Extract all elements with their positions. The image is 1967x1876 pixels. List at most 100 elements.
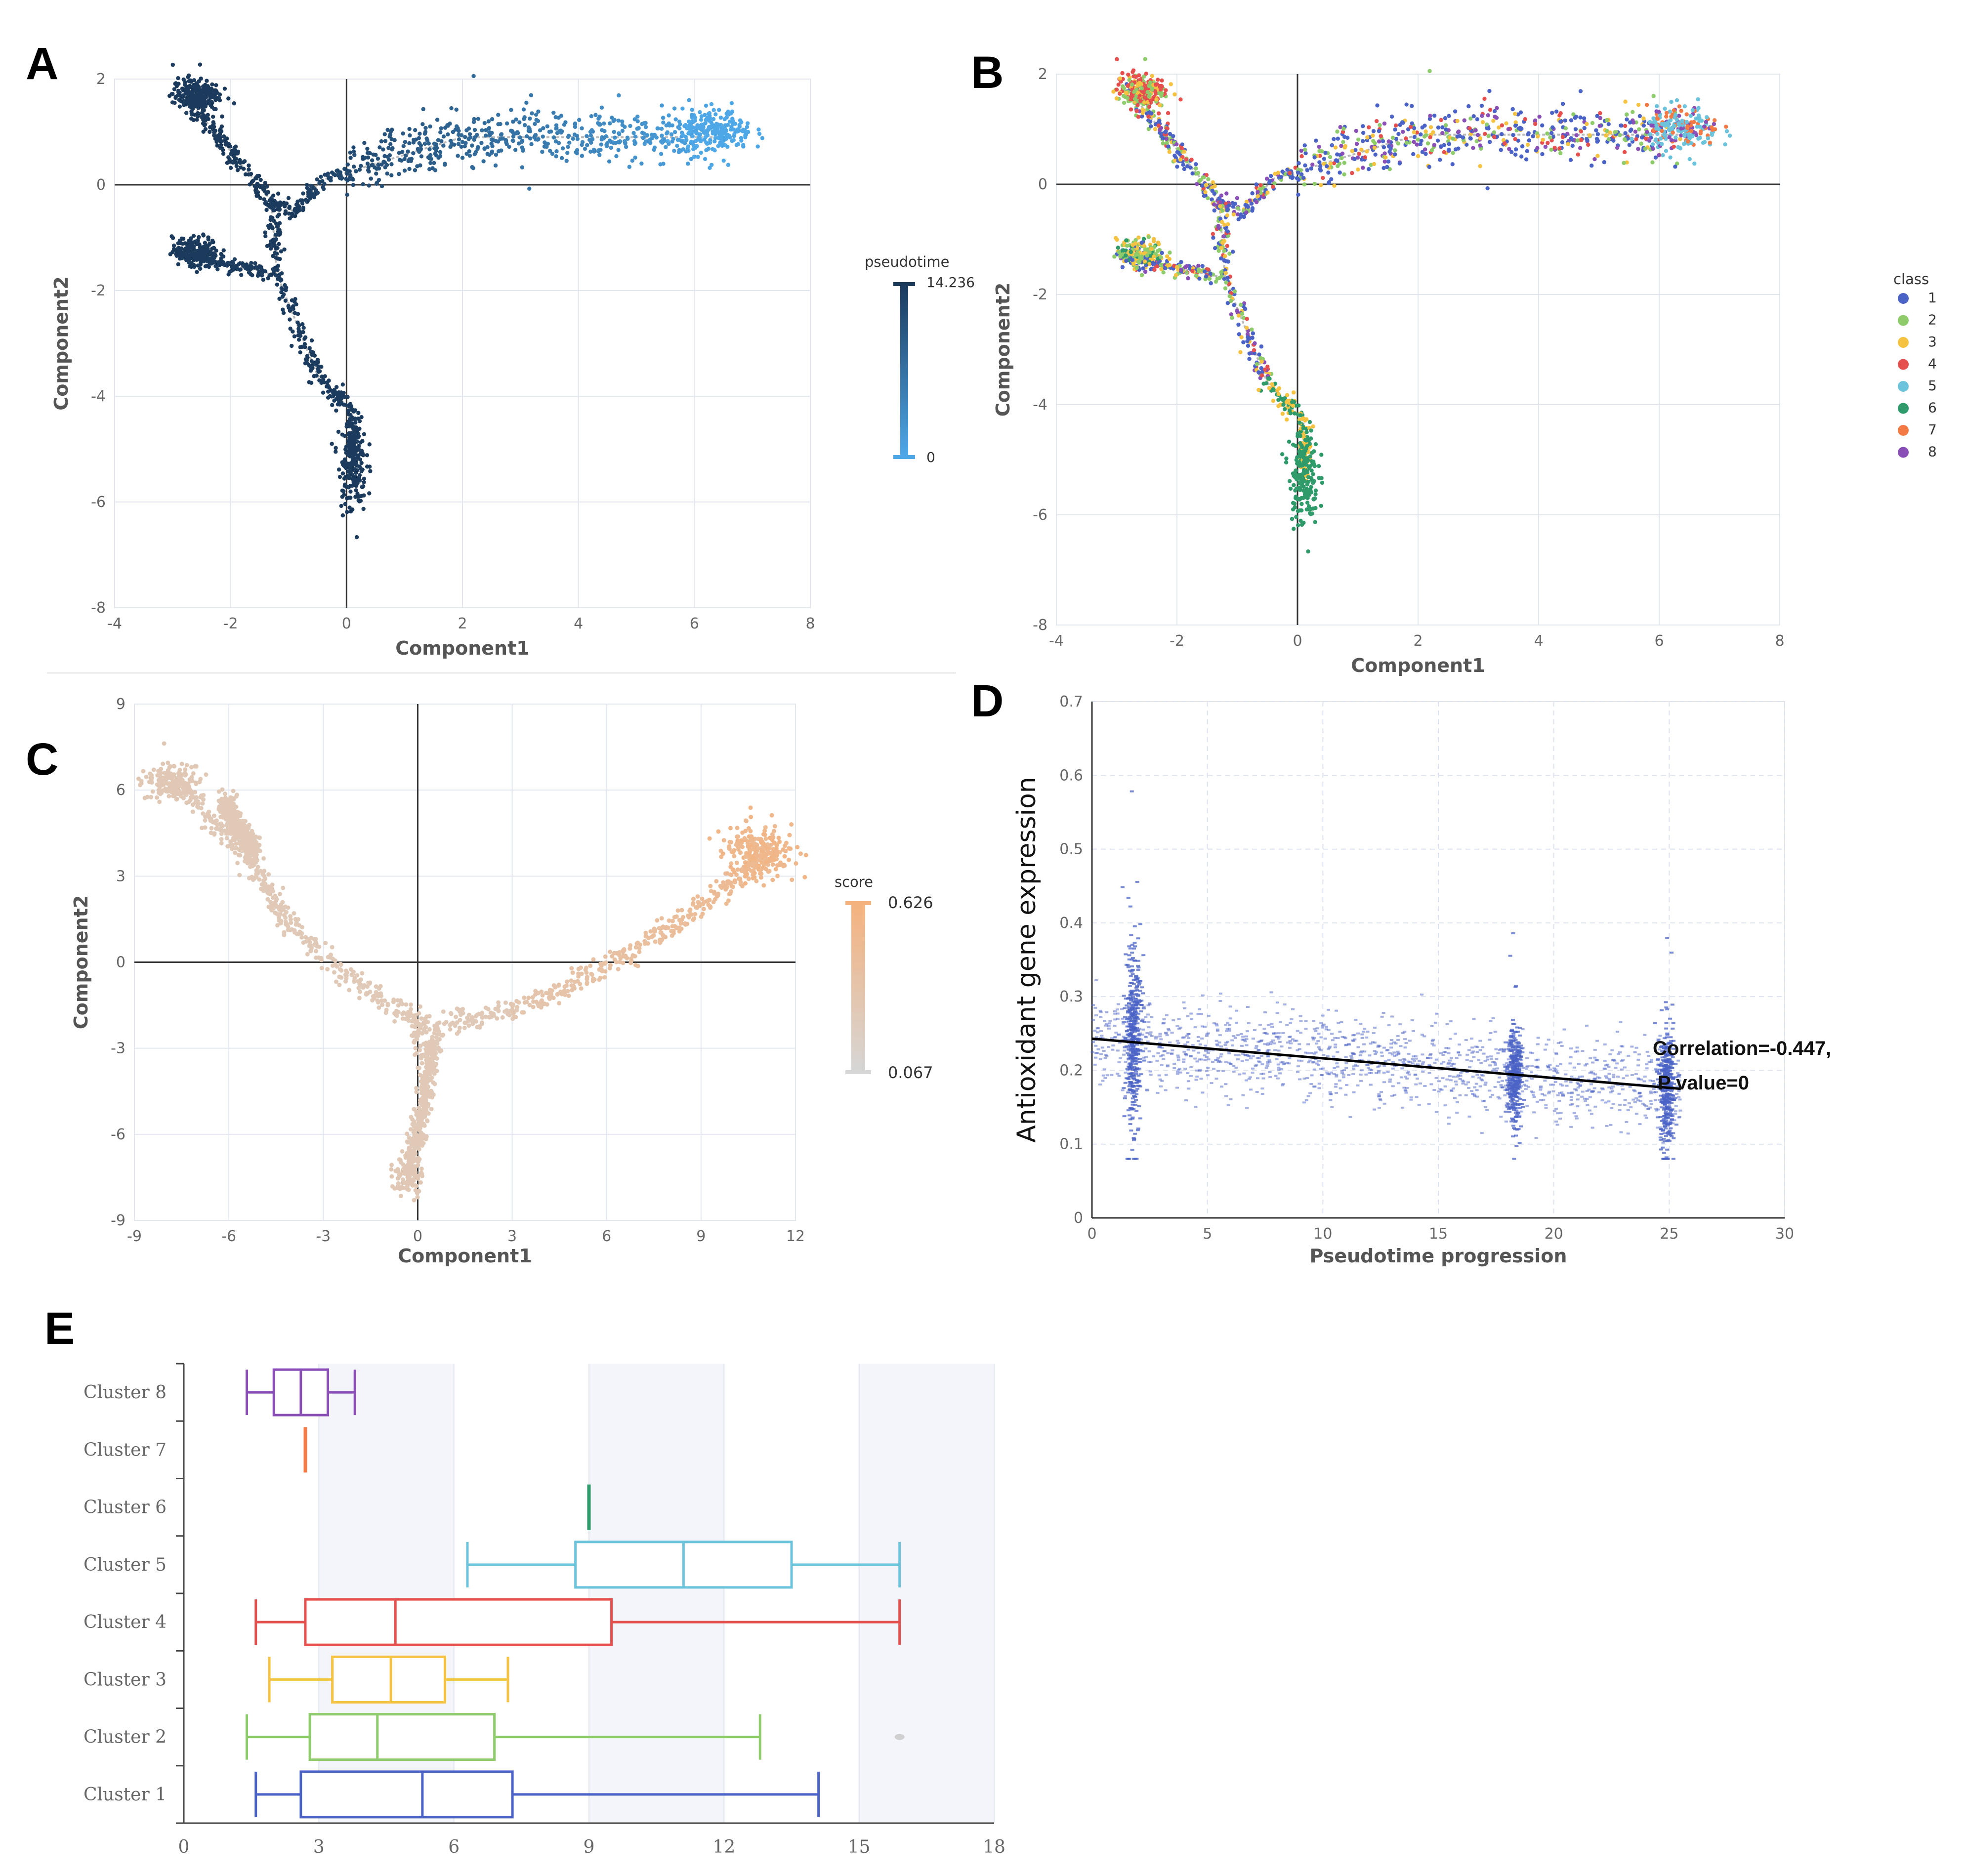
cell-point (232, 159, 236, 164)
cell-point (310, 366, 315, 371)
cell-point (554, 126, 558, 131)
panel-a: -4 -2 0 2 4 6 820-2-4-6-8Component1Component2p… (50, 62, 975, 659)
cell-point (301, 330, 305, 334)
cell-point (1401, 129, 1405, 134)
cell-point (669, 132, 674, 137)
cell-point (1590, 121, 1595, 125)
cell-point (362, 476, 367, 481)
cell-point (1335, 129, 1339, 134)
cell-point (1186, 276, 1190, 281)
cell-point (1438, 158, 1442, 162)
cell-point (283, 298, 288, 303)
cell-point (348, 462, 353, 466)
cell-point (1169, 82, 1173, 86)
cell-point (313, 360, 318, 365)
cell-point (1143, 57, 1147, 61)
cell-point (412, 1038, 417, 1043)
cell-point (247, 823, 251, 828)
cell-point (538, 128, 543, 132)
cell-point (1165, 140, 1170, 145)
cell-point (462, 135, 467, 139)
cell-point (1291, 403, 1296, 408)
cell-point (279, 249, 284, 254)
cell-point (174, 252, 178, 256)
cell-point (1604, 133, 1608, 138)
cell-point (247, 172, 251, 177)
cell-point (306, 190, 311, 194)
cell-point (1306, 475, 1311, 479)
cell-point (1595, 138, 1600, 143)
cell-point (1563, 118, 1567, 123)
cell-point (566, 134, 571, 139)
cell-point (734, 143, 739, 147)
cell-point (274, 237, 279, 242)
cell-point (214, 818, 219, 823)
cell-point (206, 237, 210, 242)
cell-point (1313, 520, 1317, 524)
cell-point (199, 76, 203, 81)
cell-point (737, 123, 742, 127)
x-axis-title: Component1 (1351, 655, 1485, 676)
cell-point (332, 398, 336, 403)
cell-point (382, 160, 387, 165)
cell-point (738, 118, 743, 123)
cell-point (1674, 135, 1678, 140)
cell-point (300, 322, 305, 327)
cell-point (277, 242, 281, 247)
cell-point (1712, 118, 1717, 123)
cell-point (1386, 139, 1391, 144)
cell-point (1319, 183, 1323, 187)
cell-point (699, 118, 704, 122)
cell-point (1130, 243, 1135, 247)
cell-point (1342, 134, 1347, 139)
cell-point (548, 149, 552, 153)
cell-point (307, 940, 312, 945)
x-axis-title: Component1 (395, 637, 529, 659)
cell-point (207, 813, 211, 818)
cell-point (1677, 104, 1682, 109)
cell-point (1335, 152, 1339, 157)
cell-point (1275, 388, 1280, 393)
cell-point (1260, 373, 1264, 378)
cell-point (298, 350, 302, 355)
cell-point (258, 177, 263, 182)
cell-point (1633, 129, 1638, 134)
cell-point (185, 255, 190, 260)
cell-point (679, 148, 683, 153)
cell-point (1321, 175, 1325, 180)
cell-point (264, 202, 269, 207)
cell-point (711, 147, 715, 152)
cell-point (719, 128, 724, 133)
cell-point (1313, 488, 1318, 493)
cell-point (1644, 103, 1649, 107)
cell-point (351, 149, 356, 154)
cell-point (1326, 181, 1331, 185)
cell-point (724, 111, 729, 116)
cell-point (464, 128, 469, 132)
cell-point (534, 118, 539, 122)
cell-point (1373, 141, 1377, 146)
cell-point (213, 264, 218, 268)
cell-point (206, 259, 210, 264)
cell-point (1219, 246, 1224, 250)
cell-point (1175, 165, 1179, 169)
cell-point (559, 156, 564, 161)
cell-point (214, 826, 219, 831)
cell-point (587, 138, 592, 142)
cell-point (580, 140, 585, 144)
cell-point (1669, 99, 1674, 104)
cell-point (1294, 495, 1298, 499)
cell-point (682, 140, 687, 145)
cell-point (602, 129, 607, 133)
cell-point (430, 166, 435, 170)
cell-point (596, 148, 601, 153)
cell-point (722, 117, 727, 122)
cell-point (1525, 149, 1529, 154)
cell-point (1654, 123, 1659, 127)
cell-point (343, 968, 348, 973)
cell-point (236, 852, 241, 857)
cell-point (348, 967, 353, 972)
cell-point (1372, 162, 1377, 167)
cell-point (1678, 137, 1682, 141)
cell-point (1569, 136, 1573, 141)
